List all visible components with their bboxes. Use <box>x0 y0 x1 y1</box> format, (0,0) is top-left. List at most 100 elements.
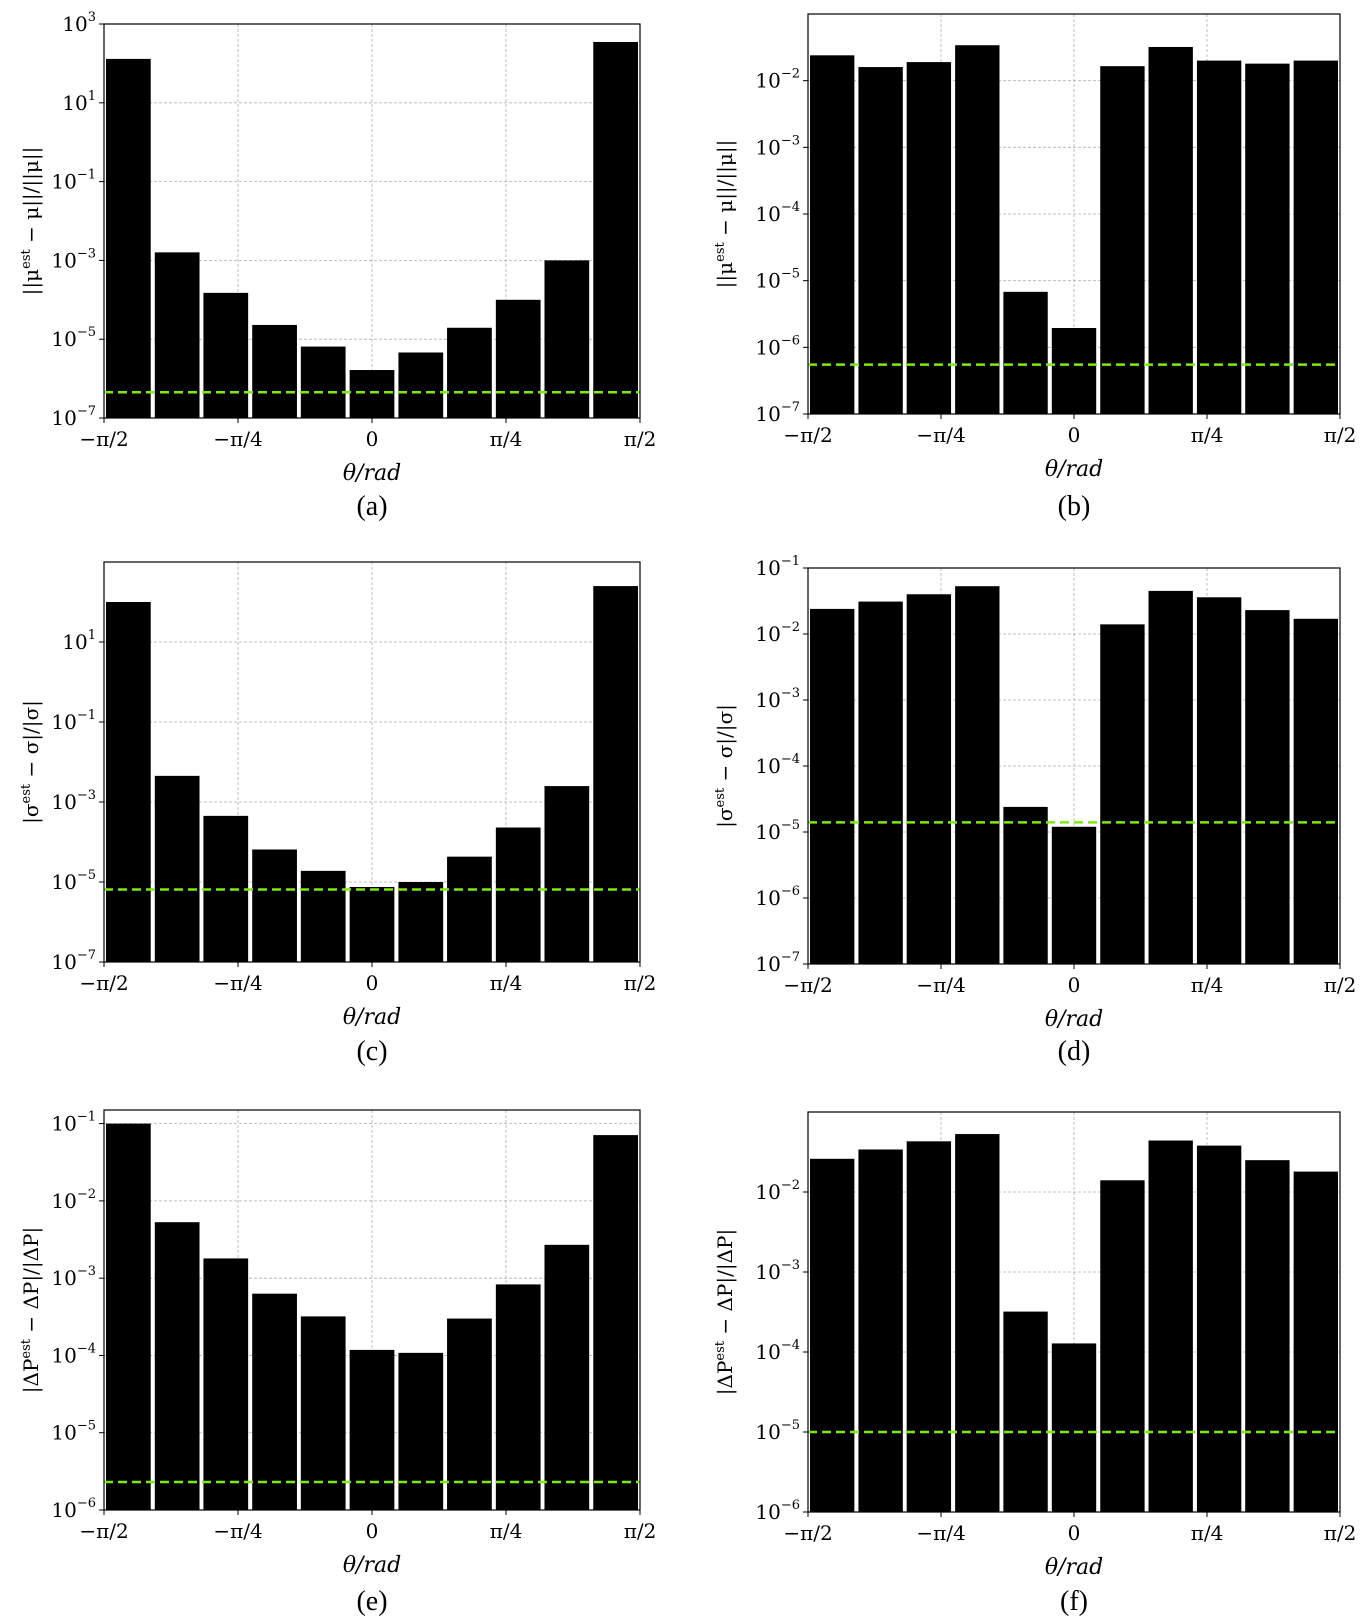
bar <box>106 58 151 418</box>
bar <box>154 775 200 962</box>
y-tick-label: 10−6 <box>755 333 800 359</box>
y-tick-label: 10−4 <box>51 1341 96 1367</box>
y-tick-label: 10−2 <box>755 620 800 646</box>
y-tick-label: 10−1 <box>755 554 800 580</box>
y-tick-label: 10−2 <box>755 1178 800 1204</box>
y-tick-label: 10−2 <box>51 1187 96 1213</box>
x-tick-label: π/4 <box>490 1519 523 1543</box>
y-tick-label: 10−3 <box>755 133 800 159</box>
x-tick-label: −π/2 <box>79 971 128 995</box>
x-tick-label: 0 <box>366 1519 379 1543</box>
bar <box>300 1316 346 1510</box>
x-tick-label: π/2 <box>624 971 657 995</box>
bar <box>544 786 590 962</box>
y-tick-label: 10−4 <box>755 1338 800 1364</box>
y-tick-label: 10−7 <box>51 948 96 974</box>
y-tick-label: 10−3 <box>51 246 96 272</box>
bar <box>810 608 855 964</box>
bar <box>252 324 297 418</box>
x-axis-label: θ/rad <box>343 1005 401 1030</box>
y-tick-label: 10−1 <box>51 168 96 194</box>
bar <box>349 886 395 962</box>
bar <box>398 1352 444 1510</box>
bar <box>1245 610 1290 964</box>
x-tick-label: π/2 <box>1324 1521 1357 1545</box>
panel-b: −π/2 −π/4 0 π/4 π/2 10−7 10−6 10−5 10−4 10−3 10−2 θ… <box>713 13 1356 522</box>
bar <box>1148 46 1193 415</box>
bar <box>544 260 590 418</box>
bar <box>398 352 444 418</box>
bar <box>1293 1171 1338 1512</box>
bar <box>593 41 638 419</box>
y-tick-label: 10−6 <box>755 1498 800 1524</box>
bar <box>906 1141 952 1512</box>
bar <box>203 292 249 418</box>
x-tick-label: −π/2 <box>79 427 128 451</box>
x-tick-label: π/4 <box>1191 973 1224 997</box>
panel-caption: (b) <box>1058 491 1091 522</box>
bar <box>154 1222 200 1510</box>
x-tick-label: π/4 <box>1191 1521 1224 1545</box>
bar <box>1196 1145 1242 1512</box>
x-axis-label: θ/rad <box>343 1553 401 1578</box>
panel-caption: (a) <box>356 491 387 522</box>
y-tick-label: 10−5 <box>755 818 800 844</box>
bar <box>1051 1343 1097 1512</box>
bar <box>1148 590 1193 964</box>
x-tick-label: 0 <box>1068 973 1081 997</box>
x-tick-label: −π/2 <box>783 1521 832 1545</box>
bar <box>1100 66 1145 415</box>
bar <box>593 586 638 962</box>
bar <box>349 1349 395 1510</box>
bar <box>1245 63 1290 414</box>
x-tick-label: π/4 <box>1191 423 1224 447</box>
y-tick-label: 101 <box>62 89 96 115</box>
x-tick-label: 0 <box>366 971 379 995</box>
panel-caption: (f) <box>1060 1586 1088 1617</box>
bar <box>300 870 346 962</box>
bar <box>810 55 855 415</box>
x-axis-label: θ/rad <box>343 461 401 486</box>
panel-caption: (d) <box>1058 1036 1091 1067</box>
bar <box>906 62 952 414</box>
bar <box>154 252 200 418</box>
bar <box>1245 1160 1290 1512</box>
bar <box>495 1284 541 1510</box>
bar <box>1100 624 1145 964</box>
bar <box>349 370 395 418</box>
bar <box>1293 618 1338 964</box>
panel-d: −π/2 −π/4 0 π/4 π/2 10−7 10−6 10−5 10−4 10−3 10−2 1… <box>713 554 1356 1067</box>
bar <box>1196 597 1242 964</box>
y-tick-label: 10−4 <box>755 200 800 226</box>
y-tick-label: 10−7 <box>755 400 800 426</box>
y-axis-label: |ΔPest − ΔP|/|ΔP| <box>19 1227 44 1393</box>
bar <box>858 601 903 964</box>
y-tick-label: 10−5 <box>51 1419 96 1445</box>
y-axis-label: |ΔPest − ΔP|/|ΔP| <box>713 1229 738 1395</box>
x-tick-label: π/4 <box>490 971 523 995</box>
bar <box>810 1158 855 1512</box>
x-tick-label: 0 <box>1068 423 1081 447</box>
bar <box>955 45 1000 414</box>
y-tick-label: 10−5 <box>51 325 96 351</box>
x-tick-label: −π/4 <box>916 1521 965 1545</box>
y-axis-label: |σest − σ|/|σ| <box>713 704 738 828</box>
y-tick-label: 10−3 <box>755 686 800 712</box>
x-tick-label: −π/2 <box>783 423 832 447</box>
y-tick-label: 10−7 <box>51 404 96 430</box>
panel-caption: (e) <box>356 1586 387 1617</box>
x-tick-label: −π/2 <box>783 973 832 997</box>
bar <box>106 602 151 962</box>
x-axis-label: θ/rad <box>1045 457 1103 482</box>
y-tick-label: 10−5 <box>51 868 96 894</box>
panel-caption: (c) <box>356 1036 387 1067</box>
y-tick-label: 10−1 <box>51 708 96 734</box>
y-tick-label: 10−7 <box>755 950 800 976</box>
bar <box>1003 291 1048 414</box>
bar <box>955 586 1000 964</box>
x-tick-label: π/2 <box>1324 973 1357 997</box>
bar <box>593 1135 638 1510</box>
x-tick-label: −π/4 <box>916 973 965 997</box>
bar <box>447 856 492 962</box>
